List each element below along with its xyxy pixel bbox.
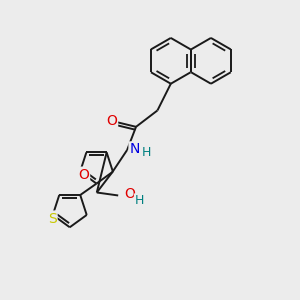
Text: N: N	[130, 142, 140, 156]
Text: S: S	[48, 212, 57, 226]
Text: O: O	[124, 187, 135, 201]
Text: H: H	[142, 146, 152, 160]
Text: O: O	[106, 115, 117, 128]
Text: O: O	[78, 168, 89, 182]
Text: H: H	[135, 194, 144, 207]
